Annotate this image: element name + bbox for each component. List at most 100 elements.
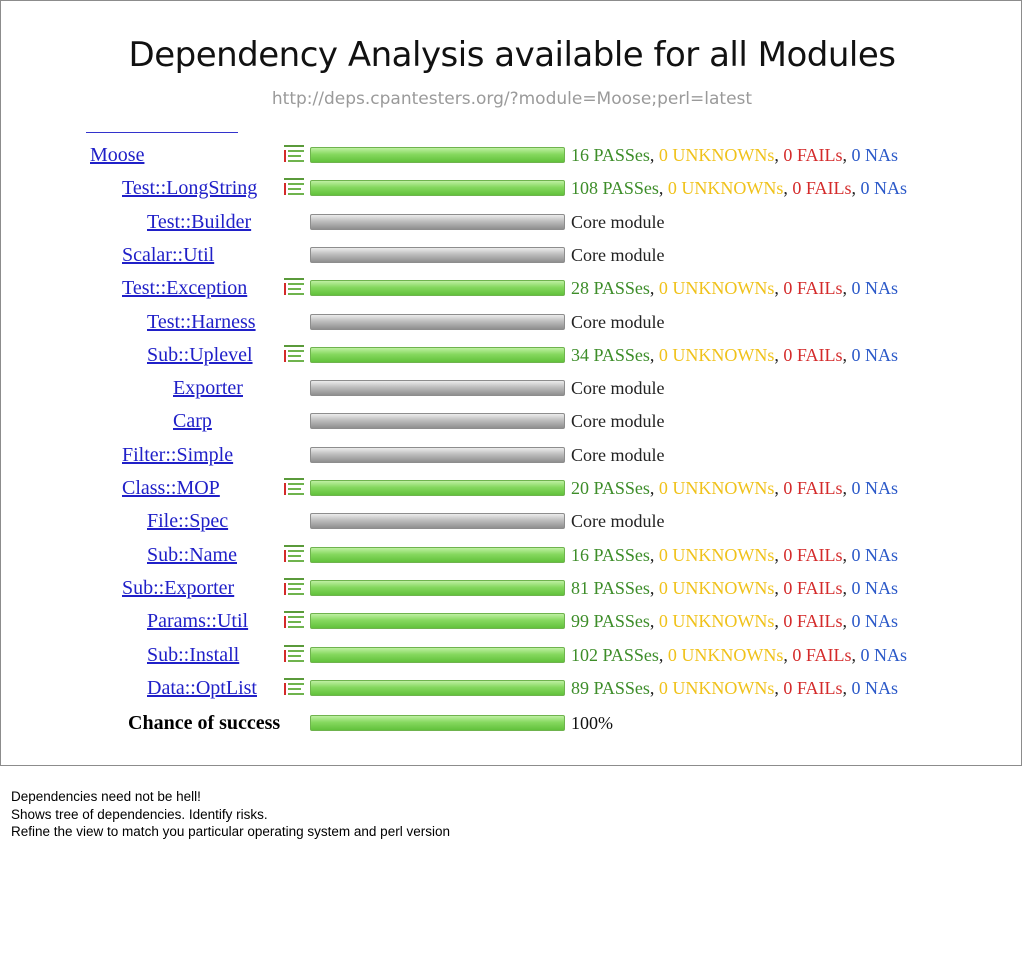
pass-bar bbox=[310, 147, 565, 163]
fail-count: 0 FAILs bbox=[783, 611, 843, 632]
dependency-row: Test::Builder Core module bbox=[1, 208, 1023, 241]
unknown-count: 0 UNKNOWNs bbox=[658, 577, 775, 598]
tree-icon[interactable] bbox=[284, 611, 304, 629]
core-bar bbox=[310, 513, 565, 530]
module-link[interactable]: Test::Exception bbox=[122, 277, 248, 300]
core-bar bbox=[310, 446, 565, 463]
test-status: Core module bbox=[571, 245, 664, 266]
chance-of-success-label: Chance of success bbox=[128, 712, 281, 735]
unknown-count: 0 UNKNOWNs bbox=[658, 544, 775, 565]
pass-bar bbox=[310, 646, 565, 663]
test-status: 81 PASSes, 0 UNKNOWNs, 0 FAILs, 0 NAs bbox=[571, 577, 899, 598]
dependency-row: Sub::Install 102 PASSes, 0 UNKNOWNs, 0 FA… bbox=[1, 641, 1023, 674]
module-link[interactable]: Sub::Uplevel bbox=[147, 343, 253, 366]
dependency-row: Sub::Exporter 81 PASSes, 0 UNKNOWNs, 0 FA… bbox=[1, 574, 1023, 607]
unknown-count: 0 UNKNOWNs bbox=[658, 611, 775, 632]
unknown-count: 0 UNKNOWNs bbox=[658, 278, 775, 299]
test-status: 16 PASSes, 0 UNKNOWNs, 0 FAILs, 0 NAs bbox=[571, 544, 899, 565]
fail-count: 0 FAILs bbox=[783, 577, 843, 598]
pass-count: 20 PASSes bbox=[571, 478, 650, 498]
pass-count: 28 PASSes bbox=[571, 278, 650, 299]
tree-icon[interactable] bbox=[284, 344, 304, 363]
module-link[interactable]: Scalar::Util bbox=[122, 243, 215, 266]
fail-count: 0 FAILs bbox=[783, 145, 843, 165]
tree-icon[interactable] bbox=[284, 478, 304, 496]
unknown-count: 0 UNKNOWNs bbox=[658, 344, 775, 365]
fail-count: 0 FAILs bbox=[792, 178, 852, 199]
dependency-row: Test::LongString 108 PASSes, 0 UNKNOWNs, … bbox=[1, 174, 1023, 207]
module-link[interactable]: Params::Util bbox=[147, 610, 249, 633]
success-bar bbox=[310, 715, 565, 732]
tree-icon[interactable] bbox=[284, 178, 304, 196]
test-status: Core module bbox=[571, 312, 664, 333]
module-link[interactable]: Sub::Install bbox=[147, 643, 240, 666]
core-module-label: Core module bbox=[571, 444, 665, 465]
pass-bar bbox=[310, 579, 565, 596]
pass-count: 81 PASSes bbox=[571, 577, 650, 598]
na-count: 0 NAs bbox=[851, 145, 899, 165]
na-count: 0 NAs bbox=[851, 577, 899, 598]
module-link[interactable]: Exporter bbox=[173, 377, 243, 400]
module-link[interactable]: File::Spec bbox=[147, 510, 229, 533]
tree-icon[interactable] bbox=[284, 544, 304, 563]
na-count: 0 NAs bbox=[851, 677, 899, 698]
module-link[interactable]: Filter::Simple bbox=[122, 443, 234, 466]
test-status: 16 PASSes, 0 UNKNOWNs, 0 FAILs, 0 NAs bbox=[571, 145, 899, 165]
module-link[interactable]: Test::Harness bbox=[147, 310, 256, 333]
test-status: Core module bbox=[571, 511, 664, 532]
test-status: 20 PASSes, 0 UNKNOWNs, 0 FAILs, 0 NAs bbox=[571, 478, 899, 498]
dependency-row: Filter::Simple Core module bbox=[1, 441, 1023, 474]
tree-icon[interactable] bbox=[284, 278, 304, 296]
module-link[interactable]: Class::MOP bbox=[122, 477, 220, 499]
pass-bar bbox=[310, 346, 565, 363]
dependency-row: File::Spec Core module bbox=[1, 507, 1023, 540]
pass-count: 99 PASSes bbox=[571, 611, 650, 632]
dependency-row: Params::Util 99 PASSes, 0 UNKNOWNs, 0 FAI… bbox=[1, 607, 1023, 640]
module-link[interactable]: Carp bbox=[173, 410, 212, 433]
dependency-row: Sub::Uplevel 34 PASSes, 0 UNKNOWNs, 0 FAI… bbox=[1, 341, 1023, 374]
tree-icon[interactable] bbox=[284, 577, 304, 596]
core-module-label: Core module bbox=[571, 211, 665, 232]
module-link[interactable]: Test::LongString bbox=[122, 177, 258, 200]
na-count: 0 NAs bbox=[860, 644, 908, 665]
na-count: 0 NAs bbox=[860, 178, 908, 199]
dependency-row: Carp Core module bbox=[1, 407, 1023, 440]
pass-bar bbox=[310, 546, 565, 563]
pass-count: 16 PASSes bbox=[571, 544, 650, 565]
speaker-notes: Dependencies need not be hell! Shows tre… bbox=[11, 788, 450, 841]
dependency-row: Scalar::Util Core module bbox=[1, 241, 1023, 274]
pass-bar bbox=[310, 613, 565, 630]
core-module-label: Core module bbox=[571, 378, 665, 399]
pass-bar bbox=[310, 280, 565, 297]
test-status: 99 PASSes, 0 UNKNOWNs, 0 FAILs, 0 NAs bbox=[571, 611, 899, 632]
fail-count: 0 FAILs bbox=[783, 677, 843, 698]
test-status: 102 PASSes, 0 UNKNOWNs, 0 FAILs, 0 NAs bbox=[571, 644, 908, 665]
module-link[interactable]: Moose bbox=[90, 144, 145, 166]
na-count: 0 NAs bbox=[851, 611, 899, 632]
dependency-row: Data::OptList 89 PASSes, 0 UNKNOWNs, 0 FA… bbox=[1, 674, 1023, 707]
fail-count: 0 FAILs bbox=[792, 644, 852, 665]
fail-count: 0 FAILs bbox=[783, 344, 843, 365]
module-link[interactable]: Sub::Name bbox=[147, 543, 237, 566]
dependency-row: Test::Harness Core module bbox=[1, 308, 1023, 341]
core-module-label: Core module bbox=[571, 244, 665, 265]
na-count: 0 NAs bbox=[851, 278, 899, 299]
tree-icon[interactable] bbox=[284, 145, 304, 163]
module-link[interactable]: Data::OptList bbox=[147, 676, 257, 699]
na-count: 0 NAs bbox=[851, 478, 899, 498]
pass-count: 89 PASSes bbox=[571, 677, 650, 698]
dependency-row: Moose 16 PASSes, 0 UNKNOWNs, 0 FAILs, 0 N… bbox=[1, 141, 1023, 174]
pass-bar bbox=[310, 180, 565, 197]
core-bar bbox=[310, 246, 565, 263]
tree-icon[interactable] bbox=[284, 644, 304, 663]
fail-count: 0 FAILs bbox=[783, 278, 843, 299]
core-bar bbox=[310, 213, 565, 230]
module-link[interactable]: Test::Builder bbox=[147, 210, 252, 233]
test-status: 89 PASSes, 0 UNKNOWNs, 0 FAILs, 0 NAs bbox=[571, 677, 899, 698]
tree-icon[interactable] bbox=[284, 677, 304, 696]
slide-url: http://deps.cpantesters.org/?module=Moos… bbox=[271, 89, 753, 109]
module-link[interactable]: Sub::Exporter bbox=[122, 576, 235, 599]
test-status: 34 PASSes, 0 UNKNOWNs, 0 FAILs, 0 NAs bbox=[571, 344, 899, 365]
note-line: Refine the view to match you particular … bbox=[11, 824, 450, 839]
dependency-row: Exporter Core module bbox=[1, 374, 1023, 407]
